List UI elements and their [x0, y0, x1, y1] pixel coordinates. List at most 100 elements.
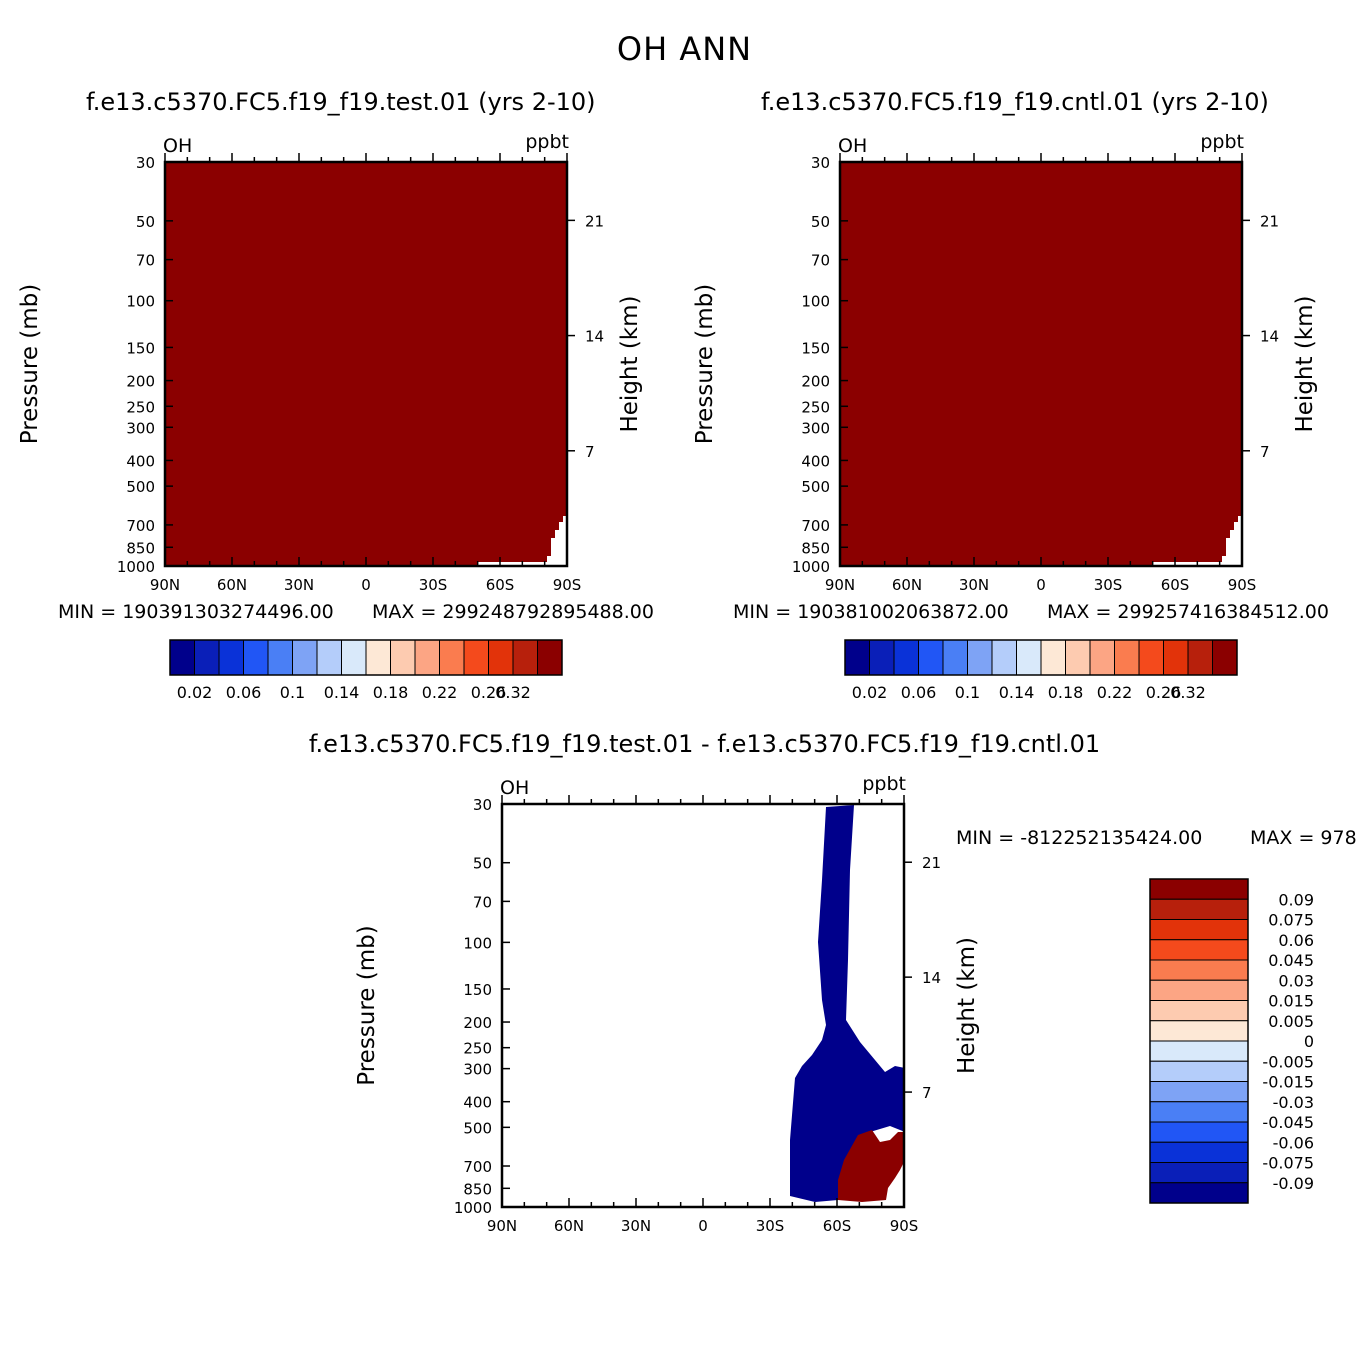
colorbar-tick-label: -0.005	[1262, 1052, 1314, 1071]
colorbar-tick-label: 0.06	[1278, 931, 1314, 950]
y-tick-label: 30	[473, 796, 492, 814]
y-right-tick-label: 21	[922, 854, 941, 872]
colorbar-swatch	[869, 639, 895, 676]
colorbar-swatch	[341, 639, 367, 676]
units-label: ppbt	[1200, 131, 1244, 153]
y-right-tick-label: 14	[1260, 328, 1279, 346]
panel-test: 305070100150200250300400500700850100090N…	[17, 131, 643, 702]
x-tick-label: 30S	[756, 1217, 785, 1235]
colorbar-swatch	[1149, 1000, 1249, 1022]
y-tick-label: 150	[801, 339, 830, 357]
variable-label: OH	[163, 135, 192, 157]
colorbar-test: 0.02 0.06 0.1 0.14 0.18 0.22 0.260.32	[169, 639, 563, 702]
colorbar-tick-label: 0.14	[999, 683, 1035, 702]
colorbar-tick-label: 0.09	[1278, 890, 1314, 909]
colorbar-tick-label: -0.015	[1262, 1073, 1314, 1092]
colorbar-tick-label: -0.03	[1273, 1093, 1314, 1112]
x-tick-label: 60N	[554, 1217, 584, 1235]
colorbar-tick-label: 0.03	[1278, 971, 1314, 990]
y-tick-label: 200	[463, 1014, 492, 1032]
colorbar-swatch	[390, 639, 416, 676]
colorbar-swatch	[893, 639, 919, 676]
x-tick-label: 90S	[1228, 576, 1257, 594]
min-label-diff: MIN = -812252135424.00	[956, 827, 1203, 849]
y-tick-label: 100	[463, 934, 492, 952]
colorbar-tick-label: 0.015	[1268, 992, 1314, 1011]
panel-title-test: f.e13.c5370.FC5.f19_f19.test.01 (yrs 2-1…	[86, 88, 596, 116]
colorbar-tick-label: 0.075	[1268, 911, 1314, 930]
colorbar-tick-label: 0.045	[1268, 951, 1314, 970]
x-tick-label: 30N	[284, 576, 314, 594]
colorbar-swatch	[1149, 1121, 1249, 1143]
x-tick-label: 0	[1036, 576, 1046, 594]
colorbar-tick-label: 0.22	[1097, 683, 1133, 702]
colorbar-tick-label: -0.075	[1262, 1154, 1314, 1173]
y-right-tick-label: 21	[585, 212, 604, 230]
y-right-tick-label: 7	[922, 1084, 932, 1102]
panel-diff: 305070100150200250300400500700850100090N…	[354, 773, 1314, 1235]
y-tick-label: 70	[136, 252, 155, 270]
colorbar-frame	[169, 639, 563, 676]
y-tick-label: 300	[801, 419, 830, 437]
y-tick-label: 850	[463, 1180, 492, 1198]
y-tick-label: 70	[811, 252, 830, 270]
colorbar-swatch	[1149, 1060, 1249, 1082]
colorbar-swatch	[942, 639, 968, 676]
x-tick-label: 60N	[217, 576, 247, 594]
colorbar-tick-label: 0.26	[471, 683, 507, 702]
colorbar-swatch	[1149, 1081, 1249, 1103]
colorbar-swatch	[1163, 639, 1189, 676]
y-tick-label: 200	[801, 373, 830, 391]
colorbar-tick-label: 0.005	[1268, 1012, 1314, 1031]
y-tick-label: 100	[801, 293, 830, 311]
y-tick-label: 700	[126, 517, 155, 535]
y-tick-label: 70	[473, 893, 492, 911]
colorbar-tick-label: 0.18	[373, 683, 409, 702]
colorbar-tick-label: -0.06	[1273, 1133, 1314, 1152]
y-right-axis-label: Height (km)	[617, 295, 643, 432]
colorbar-swatch	[194, 639, 220, 676]
y-tick-label: 500	[126, 478, 155, 496]
colorbar-swatch	[1149, 939, 1249, 961]
colorbar-swatch	[218, 639, 244, 676]
colorbar-swatch	[1040, 639, 1066, 676]
colorbar-swatch	[1149, 1040, 1249, 1062]
colorbar-tick-label: 0.18	[1048, 683, 1084, 702]
colorbar-swatch	[292, 639, 318, 676]
colorbar-swatch	[1149, 1182, 1249, 1204]
colorbar-swatch	[1149, 919, 1249, 941]
y-right-axis-label: Height (km)	[1292, 295, 1318, 432]
variable-label: OH	[838, 135, 867, 157]
colorbar-swatch	[1149, 1162, 1249, 1184]
y-tick-label: 150	[463, 981, 492, 999]
panel-cntl: 305070100150200250300400500700850100090N…	[692, 131, 1318, 702]
x-tick-label: 60S	[1161, 576, 1190, 594]
colorbar-swatch	[1212, 639, 1238, 676]
x-tick-label: 90N	[487, 1217, 517, 1235]
x-tick-label: 30N	[959, 576, 989, 594]
figure-title: OH ANN	[616, 30, 753, 68]
units-label: ppbt	[862, 773, 906, 795]
missing-data-test	[478, 516, 567, 566]
y-tick-label: 400	[126, 452, 155, 470]
colorbar-swatch	[414, 639, 440, 676]
panel-title-diff: f.e13.c5370.FC5.f19_f19.test.01 - f.e13.…	[308, 730, 1101, 758]
y-tick-label: 30	[811, 154, 830, 172]
y-tick-label: 50	[136, 213, 155, 231]
x-tick-label: 90S	[553, 576, 582, 594]
x-tick-label: 90N	[150, 576, 180, 594]
x-tick-label: 90S	[890, 1217, 919, 1235]
y-tick-label: 400	[801, 452, 830, 470]
y-tick-label: 150	[126, 339, 155, 357]
y-tick-label: 300	[126, 419, 155, 437]
colorbar-swatch	[967, 639, 993, 676]
colorbar-tick-label: 0.32	[1170, 683, 1206, 702]
x-tick-label: 30S	[419, 576, 448, 594]
colorbar-swatch	[365, 639, 391, 676]
colorbar-tick-label: -0.09	[1273, 1174, 1314, 1193]
y-tick-label: 50	[473, 855, 492, 873]
colorbar-swatch	[488, 639, 514, 676]
y-tick-label: 500	[463, 1119, 492, 1137]
y-tick-label: 1000	[117, 558, 155, 576]
